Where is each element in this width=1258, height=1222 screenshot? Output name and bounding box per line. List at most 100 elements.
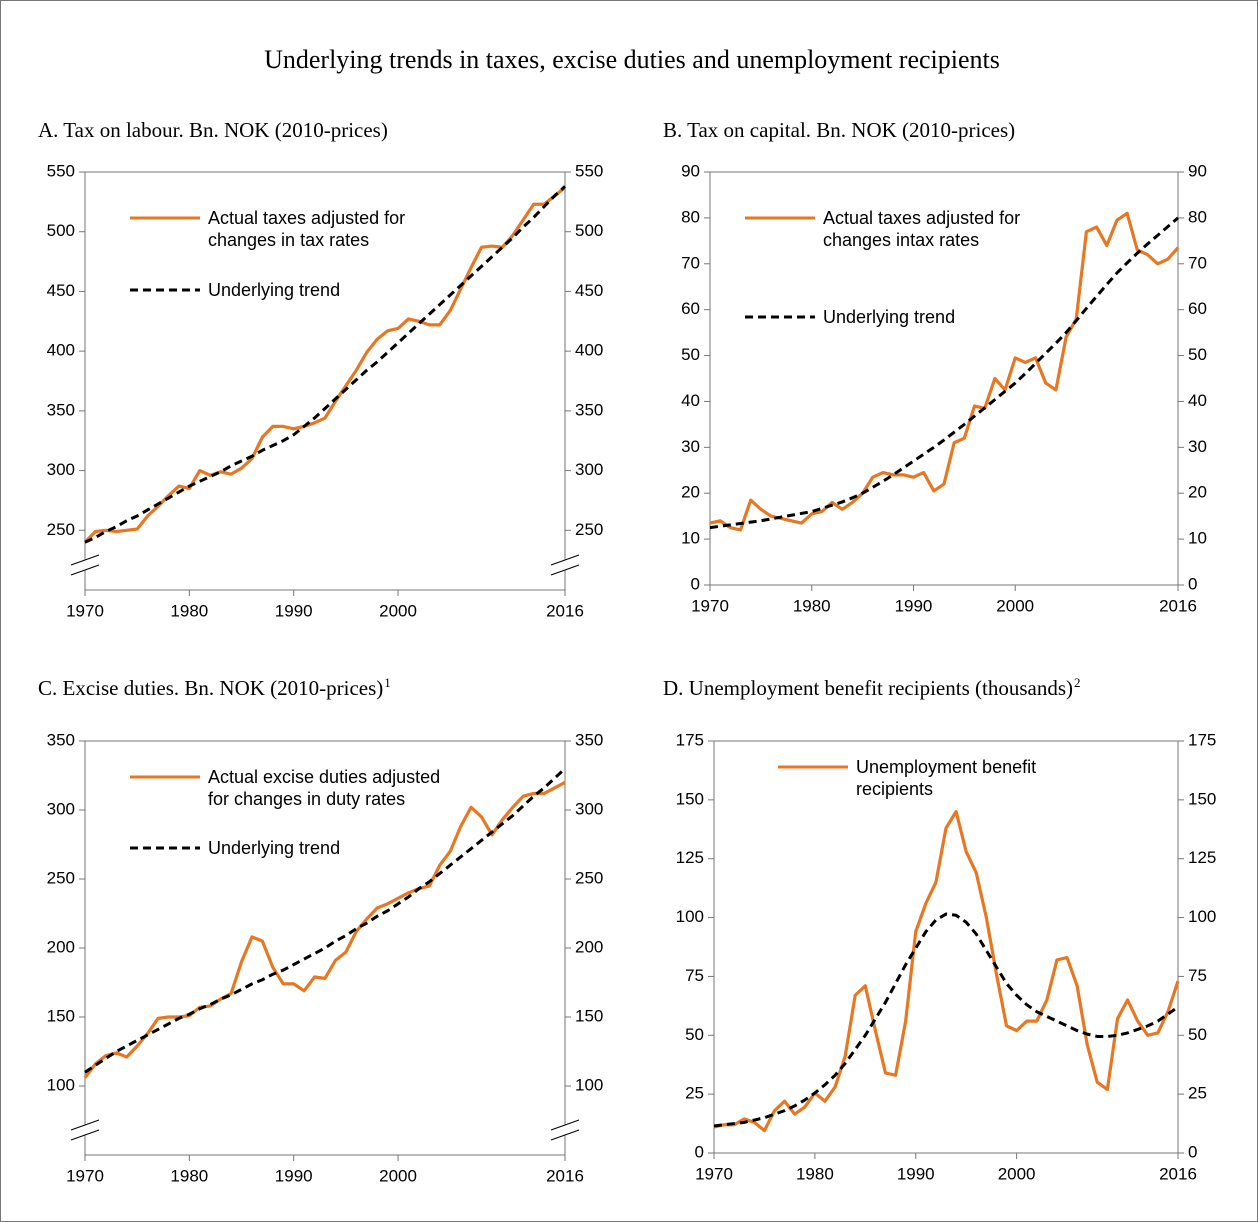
axis-break (70, 564, 100, 576)
y2-tick-label: 70 (1188, 253, 1207, 272)
y2-tick-label: 10 (1188, 529, 1207, 548)
x-tick-label: 1980 (796, 1164, 834, 1183)
x-tick-label: 1970 (691, 596, 729, 615)
x-tick-label: 2016 (546, 601, 584, 620)
axis-break-gap (562, 560, 568, 570)
y-tick-label: 250 (47, 868, 75, 887)
y2-tick-label: 50 (1188, 1025, 1207, 1044)
x-tick-label: 2016 (1159, 596, 1197, 615)
axis-break (70, 1129, 100, 1141)
y-tick-label: 20 (681, 483, 700, 502)
y-tick-label: 250 (47, 520, 75, 539)
axis-break-gap (562, 1125, 568, 1135)
x-tick-label: 2016 (1159, 1164, 1197, 1183)
legend-label: Actual taxes adjusted for changes intax … (823, 208, 1021, 250)
panel-title: C. Excise duties. Bn. NOK (2010-prices) (38, 676, 383, 700)
y-tick-label: 50 (685, 1025, 704, 1044)
axis-break-gap (82, 560, 88, 570)
y-tick-label: 175 (676, 730, 704, 749)
y2-tick-label: 40 (1188, 391, 1207, 410)
x-tick-label: 1990 (275, 1166, 313, 1185)
x-tick-label: 2016 (546, 1166, 584, 1185)
legend-label: Underlying trend (823, 307, 956, 327)
y2-tick-label: 250 (575, 520, 603, 539)
y2-tick-label: 60 (1188, 299, 1207, 318)
trend-line (84, 185, 567, 544)
data-line (713, 810, 1180, 1133)
y-tick-label: 100 (47, 1075, 75, 1094)
plot-frame (709, 171, 1179, 586)
y-tick-label: 150 (676, 789, 704, 808)
x-tick-label: 2000 (998, 1164, 1036, 1183)
data-line (83, 780, 566, 1079)
legend-label: Actual taxes adjusted for changes in tax… (208, 208, 406, 250)
y2-tick-label: 350 (575, 730, 603, 749)
x-tick-label: 2000 (379, 1166, 417, 1185)
y-tick-label: 400 (47, 341, 75, 360)
axis-break (550, 1119, 580, 1131)
trend-line (84, 767, 567, 1074)
y-tick-label: 300 (47, 799, 75, 818)
panel-title: B. Tax on capital. Bn. NOK (2010-prices) (663, 118, 1015, 142)
y2-tick-label: 150 (1188, 789, 1216, 808)
y-tick-label: 25 (685, 1084, 704, 1103)
y-tick-label: 40 (681, 391, 700, 410)
y-tick-label: 0 (691, 574, 700, 593)
y2-tick-label: 300 (575, 799, 603, 818)
y-tick-label: 60 (681, 299, 700, 318)
plot-frame (713, 740, 1179, 1154)
trend-line (713, 912, 1179, 1128)
y2-tick-label: 100 (1188, 907, 1216, 926)
x-tick-label: 1970 (695, 1164, 733, 1183)
y2-tick-label: 450 (575, 281, 603, 300)
data-line (83, 186, 567, 544)
y-tick-label: 0 (695, 1142, 704, 1161)
y2-tick-label: 25 (1188, 1084, 1207, 1103)
y2-tick-label: 150 (575, 1006, 603, 1025)
title-superscript: 2 (1074, 675, 1081, 690)
y2-tick-label: 20 (1188, 483, 1207, 502)
x-tick-label: 1990 (275, 601, 313, 620)
y2-tick-label: 0 (1188, 574, 1197, 593)
y-tick-label: 90 (681, 161, 700, 180)
y-tick-label: 200 (47, 937, 75, 956)
legend-label: Unemployment benefit recipients (856, 757, 1037, 799)
axis-break (550, 1129, 580, 1141)
y2-tick-label: 30 (1188, 437, 1207, 456)
trend-line (709, 216, 1179, 530)
x-tick-label: 1970 (66, 601, 104, 620)
y2-tick-label: 75 (1188, 966, 1207, 985)
y2-tick-label: 90 (1188, 161, 1207, 180)
y2-tick-label: 550 (575, 161, 603, 180)
y-tick-label: 75 (685, 966, 704, 985)
y2-tick-label: 125 (1188, 848, 1216, 867)
y2-tick-label: 175 (1188, 730, 1216, 749)
y-tick-label: 10 (681, 529, 700, 548)
axis-break (70, 554, 100, 566)
x-tick-label: 1990 (895, 596, 933, 615)
y-tick-label: 300 (47, 460, 75, 479)
y-tick-label: 450 (47, 281, 75, 300)
y2-tick-label: 0 (1188, 1142, 1197, 1161)
x-tick-label: 2000 (379, 601, 417, 620)
y-tick-label: 125 (676, 848, 704, 867)
panel-title: D. Unemployment benefit recipients (thou… (663, 676, 1073, 700)
y2-tick-label: 200 (575, 937, 603, 956)
y-tick-label: 30 (681, 437, 700, 456)
y-tick-label: 100 (676, 907, 704, 926)
y2-tick-label: 100 (575, 1075, 603, 1094)
y2-tick-label: 50 (1188, 345, 1207, 364)
plot-frame (84, 171, 566, 591)
data-line (709, 211, 1180, 532)
x-tick-label: 1970 (66, 1166, 104, 1185)
legend-label: Underlying trend (208, 280, 341, 300)
y2-tick-label: 250 (575, 868, 603, 887)
y-tick-label: 350 (47, 400, 75, 419)
title-superscript: 1 (384, 675, 391, 690)
axis-break (550, 564, 580, 576)
x-tick-label: 1980 (170, 1166, 208, 1185)
x-tick-label: 1980 (793, 596, 831, 615)
y2-tick-label: 80 (1188, 207, 1207, 226)
